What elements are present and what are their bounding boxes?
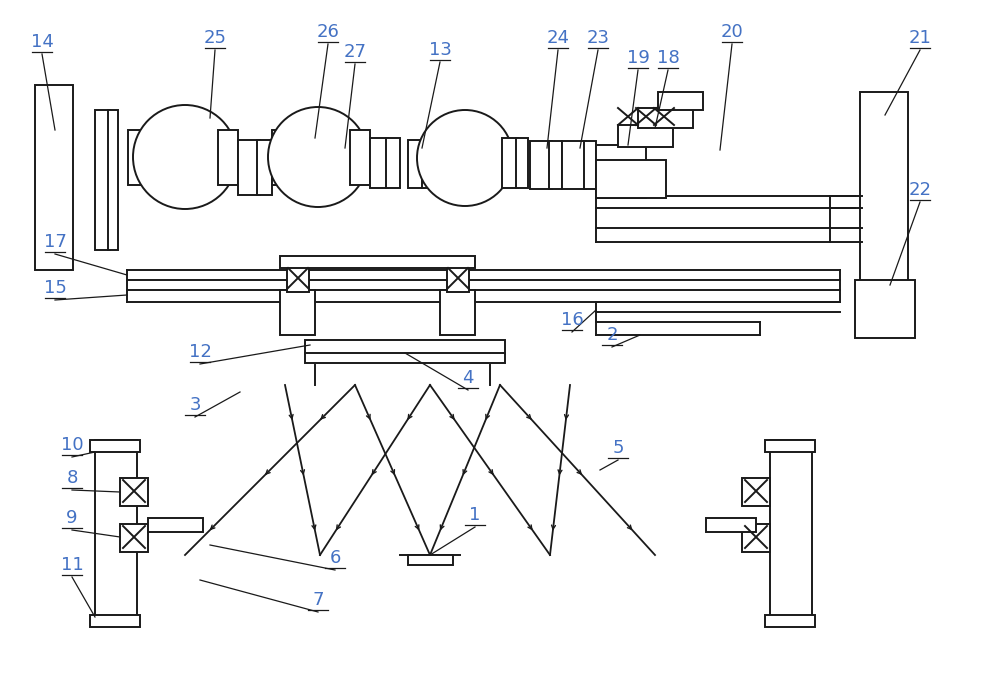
Bar [638,108,693,128]
Text: 21: 21 [909,29,931,47]
Bar [305,340,505,354]
Bar [706,518,756,532]
Text: 7: 7 [312,591,324,609]
Text: 15: 15 [44,279,66,297]
Bar [280,290,315,335]
Bar [408,140,424,188]
Bar [516,138,528,188]
Bar [95,440,137,625]
Text: 13: 13 [429,41,451,59]
Text: 6: 6 [329,549,341,567]
Text: 8: 8 [66,469,78,487]
Bar [408,555,453,565]
Bar [257,140,272,195]
Bar [108,110,118,250]
Bar [35,85,73,270]
Bar [120,478,148,506]
Bar [90,440,140,452]
Text: 2: 2 [606,326,618,344]
Text: 4: 4 [462,369,474,387]
Bar [530,141,552,189]
Bar [770,440,812,625]
Bar [618,125,673,147]
Text: 3: 3 [189,396,201,414]
Text: 16: 16 [561,311,583,329]
Text: 11: 11 [61,556,83,574]
Text: 14: 14 [31,33,53,51]
Bar [90,615,140,627]
Circle shape [268,107,368,207]
Bar [422,140,434,188]
Bar [855,280,915,338]
Bar [440,290,475,335]
Bar [128,130,148,185]
Bar [305,353,505,363]
Bar [280,256,475,268]
Bar [596,145,646,198]
Text: 22: 22 [908,181,932,199]
Bar [272,130,290,185]
Text: 23: 23 [586,29,610,47]
Bar [549,141,562,189]
Bar [218,130,238,185]
Text: 27: 27 [344,43,366,61]
Bar [584,141,596,189]
Bar [860,92,908,282]
Bar [742,478,770,506]
Text: 25: 25 [204,29,226,47]
Circle shape [133,105,237,209]
Bar [765,615,815,627]
Bar [447,267,469,292]
Text: 20: 20 [721,23,743,41]
Text: 26: 26 [317,23,339,41]
Bar [742,524,770,552]
Text: 12: 12 [189,343,211,361]
Bar [350,130,370,185]
Bar [370,138,388,188]
Bar [238,140,260,195]
Text: 24: 24 [546,29,570,47]
Bar [658,92,703,110]
Bar [95,110,110,250]
Bar [765,440,815,452]
Circle shape [417,110,513,206]
Bar [596,160,666,198]
Text: 1: 1 [469,506,481,524]
Bar [386,138,400,188]
Text: 9: 9 [66,509,78,527]
Bar [502,138,518,188]
Bar [120,524,148,552]
Bar [562,141,586,189]
Bar [148,518,203,532]
Text: 18: 18 [657,49,679,67]
Bar [287,267,309,292]
Text: 10: 10 [61,436,83,454]
Text: 5: 5 [612,439,624,457]
Text: 19: 19 [627,49,649,67]
Text: 17: 17 [44,233,66,251]
